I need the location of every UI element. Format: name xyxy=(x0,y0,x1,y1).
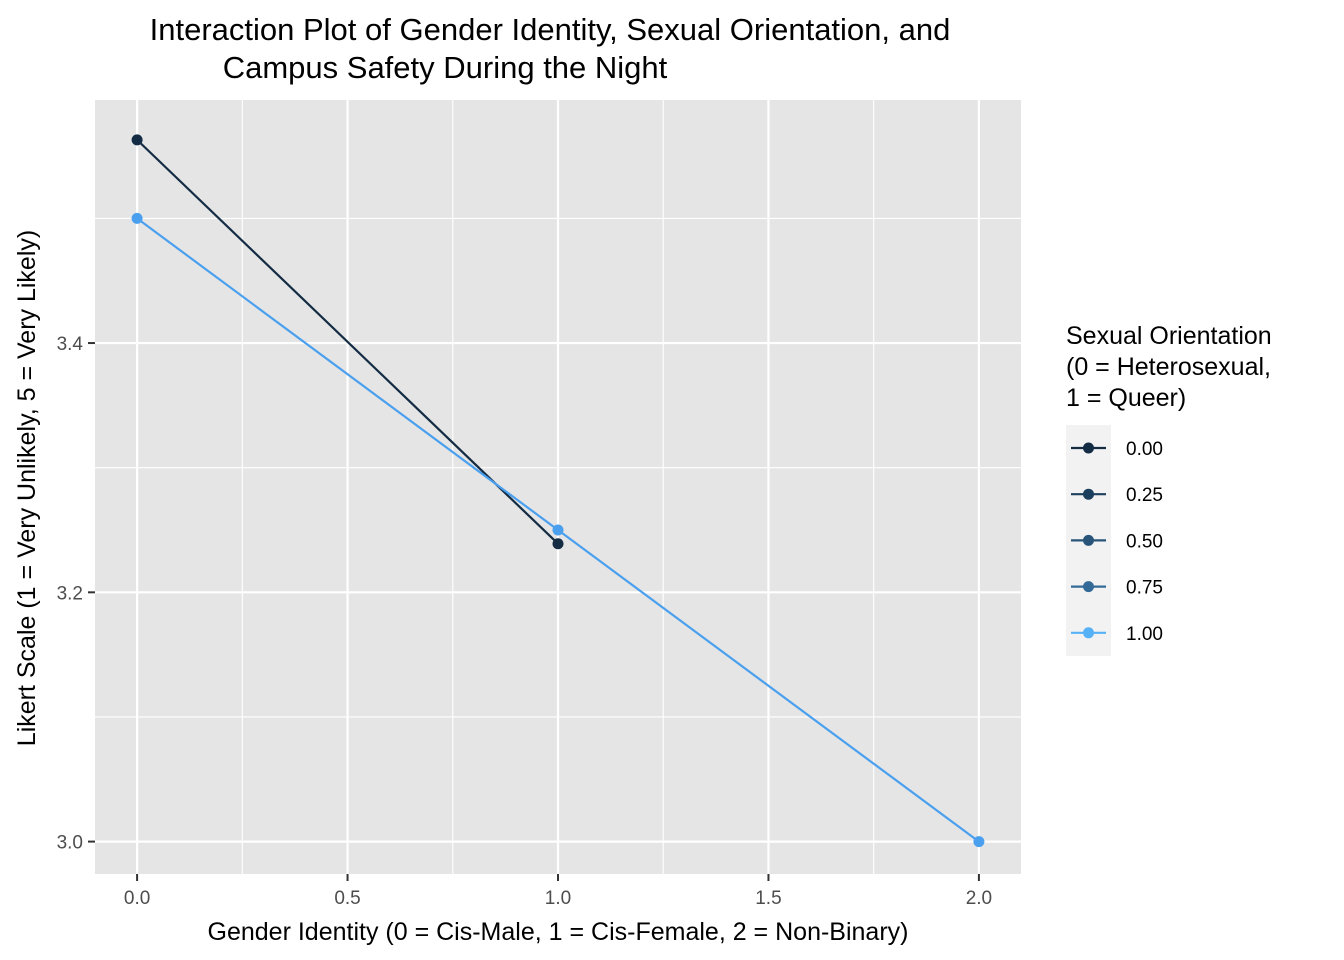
x-tick-label: 2.0 xyxy=(966,888,992,909)
legend-label: 0.75 xyxy=(1126,578,1163,599)
x-tick-label: 0.0 xyxy=(124,888,150,909)
data-point-1.00-2 xyxy=(973,836,985,848)
legend-title-line-1: Sexual Orientation xyxy=(1066,322,1272,350)
legend-label: 1.00 xyxy=(1126,624,1163,645)
gridlines xyxy=(95,100,1021,874)
x-axis: 0.0 0.5 1.0 1.5 2.0 xyxy=(124,874,992,909)
y-tick-label: 3.0 xyxy=(57,833,83,854)
legend-label: 0.25 xyxy=(1126,485,1163,506)
data-point-1.00-0 xyxy=(131,212,143,224)
y-axis-title: Likert Scale (1 = Very Unlikely, 5 = Ver… xyxy=(13,230,41,746)
series-line-0.00 xyxy=(136,139,559,545)
legend: Sexual Orientation (0 = Heterosexual, 1 … xyxy=(1066,322,1272,656)
data-point-1.00-1 xyxy=(552,524,564,536)
legend-key-point xyxy=(1083,581,1094,593)
y-axis: 3.0 3.2 3.4 xyxy=(57,334,95,854)
legend-label: 0.50 xyxy=(1126,531,1163,552)
legend-title-line-2: (0 = Heterosexual, xyxy=(1066,353,1271,381)
legend-key-point xyxy=(1083,488,1094,500)
y-tick-label: 3.2 xyxy=(57,583,83,604)
chart-title-line-2: Campus Safety During the Night xyxy=(223,50,668,85)
chart-title-line-1: Interaction Plot of Gender Identity, Sex… xyxy=(150,12,951,47)
legend-label: 0.00 xyxy=(1126,439,1163,460)
legend-key-point xyxy=(1083,627,1094,639)
legend-key-point xyxy=(1083,534,1094,546)
x-axis-title: Gender Identity (0 = Cis-Male, 1 = Cis-F… xyxy=(208,918,909,946)
legend-key-point xyxy=(1083,442,1094,454)
data-point-0.00-1 xyxy=(552,538,564,550)
x-tick-label: 0.5 xyxy=(334,888,360,909)
x-tick-label: 1.0 xyxy=(545,888,571,909)
data-point-0.00-0 xyxy=(131,134,143,146)
legend-keys: 0.00 0.25 0.50 0.75 1.00 xyxy=(1071,439,1163,645)
series-layer xyxy=(131,134,985,848)
x-tick-label: 1.5 xyxy=(755,888,781,909)
y-tick-label: 3.4 xyxy=(57,334,84,355)
legend-title-line-3: 1 = Queer) xyxy=(1066,384,1186,412)
